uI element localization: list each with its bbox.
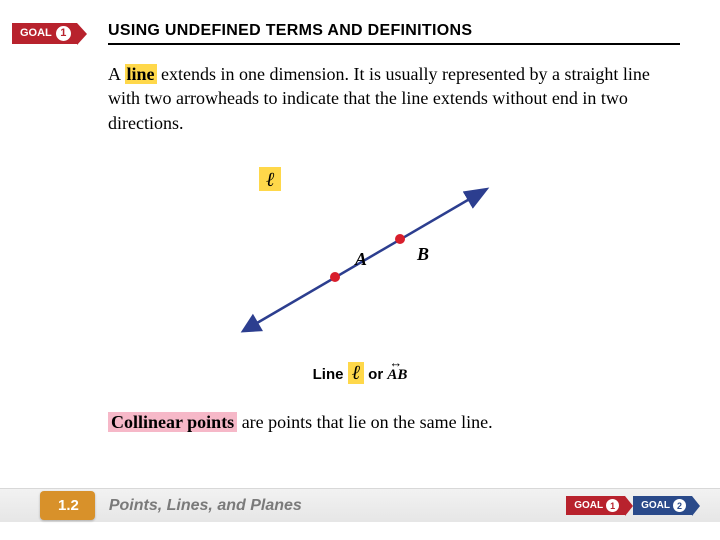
footer-goal-1-label: GOAL — [574, 500, 603, 511]
point-a — [330, 272, 340, 282]
section-heading: USING UNDEFINED TERMS AND DEFINITIONS — [108, 22, 680, 45]
label-a: A — [354, 249, 367, 269]
goal-badge-top: GOAL 1 — [12, 22, 77, 44]
footer-goal-1[interactable]: GOAL 1 — [566, 496, 625, 515]
caption-script-l: ℓ — [348, 362, 364, 384]
footer-goal-group: GOAL 1 GOAL 2 — [566, 496, 692, 515]
diagram-caption: Line ℓ or AB — [0, 362, 720, 385]
goal-shape: GOAL 1 — [12, 23, 77, 44]
definition-line: A line extends in one dimension. It is u… — [108, 62, 670, 135]
label-b: B — [416, 244, 429, 264]
caption-ab: AB — [387, 367, 407, 383]
footer-goal-1-num: 1 — [606, 499, 619, 512]
section-title: Points, Lines, and Planes — [109, 497, 302, 515]
term-collinear: Collinear points — [108, 412, 237, 432]
label-l: ℓ — [266, 169, 275, 191]
footer-goal-2-num: 2 — [673, 499, 686, 512]
caption-line: Line — [313, 366, 344, 383]
para1-pre: A — [108, 64, 125, 84]
footer-goal-2[interactable]: GOAL 2 — [633, 496, 692, 515]
caption-or: or — [368, 366, 383, 383]
footer-bar: 1.2 Points, Lines, and Planes GOAL 1 GOA… — [0, 488, 720, 522]
term-line: line — [125, 64, 157, 84]
para1-post: extends in one dimension. It is usually … — [108, 64, 650, 133]
point-b — [395, 234, 405, 244]
definition-collinear: Collinear points are points that lie on … — [108, 410, 670, 434]
section-number-badge: 1.2 — [40, 491, 95, 520]
goal-number: 1 — [56, 26, 71, 41]
line-diagram: ℓ A B — [225, 165, 505, 355]
footer-goal-2-label: GOAL — [641, 500, 670, 511]
goal-label: GOAL — [20, 27, 52, 39]
para2-post: are points that lie on the same line. — [237, 412, 492, 432]
